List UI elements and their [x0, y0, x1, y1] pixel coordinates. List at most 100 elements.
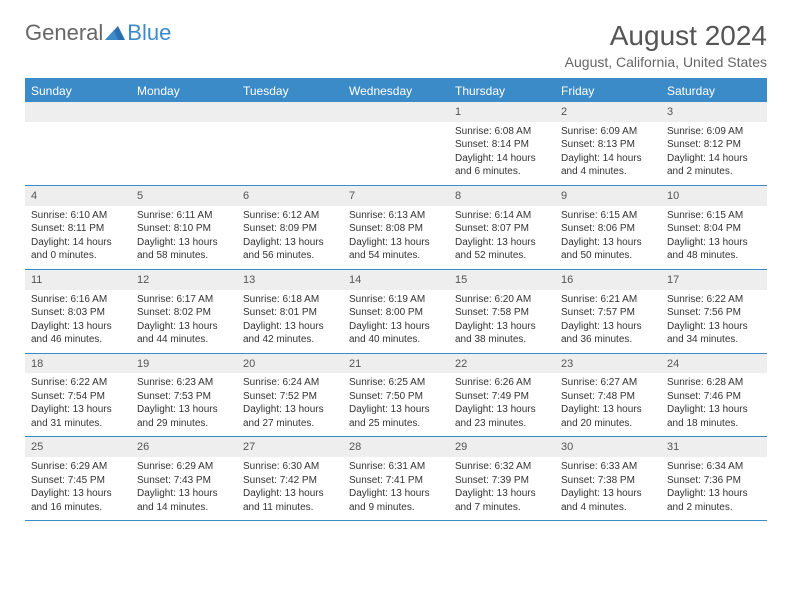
- daylight-line2: and 20 minutes.: [561, 417, 655, 431]
- day-cell: 19Sunrise: 6:23 AMSunset: 7:53 PMDayligh…: [131, 354, 237, 437]
- daylight-line1: Daylight: 13 hours: [243, 487, 337, 501]
- daylight-line1: Daylight: 13 hours: [455, 403, 549, 417]
- day-cell: 27Sunrise: 6:30 AMSunset: 7:42 PMDayligh…: [237, 437, 343, 520]
- day-cell: 13Sunrise: 6:18 AMSunset: 8:01 PMDayligh…: [237, 270, 343, 353]
- day-cell: 2Sunrise: 6:09 AMSunset: 8:13 PMDaylight…: [555, 102, 661, 185]
- day-details: Sunrise: 6:15 AMSunset: 8:04 PMDaylight:…: [661, 206, 767, 269]
- day-header: Monday: [131, 80, 237, 102]
- day-cell: 12Sunrise: 6:17 AMSunset: 8:02 PMDayligh…: [131, 270, 237, 353]
- day-details: Sunrise: 6:21 AMSunset: 7:57 PMDaylight:…: [555, 290, 661, 353]
- sunset-text: Sunset: 8:10 PM: [137, 222, 231, 236]
- day-cell: 10Sunrise: 6:15 AMSunset: 8:04 PMDayligh…: [661, 186, 767, 269]
- sunset-text: Sunset: 7:46 PM: [667, 390, 761, 404]
- sunrise-text: Sunrise: 6:21 AM: [561, 293, 655, 307]
- day-number: [25, 102, 131, 122]
- day-details: Sunrise: 6:10 AMSunset: 8:11 PMDaylight:…: [25, 206, 131, 269]
- daylight-line2: and 42 minutes.: [243, 333, 337, 347]
- week-row: 25Sunrise: 6:29 AMSunset: 7:45 PMDayligh…: [25, 437, 767, 521]
- day-number: 27: [237, 437, 343, 457]
- daylight-line2: and 40 minutes.: [349, 333, 443, 347]
- weeks-container: 1Sunrise: 6:08 AMSunset: 8:14 PMDaylight…: [25, 102, 767, 521]
- daylight-line1: Daylight: 13 hours: [349, 236, 443, 250]
- daylight-line1: Daylight: 13 hours: [31, 320, 125, 334]
- day-cell: [343, 102, 449, 185]
- day-cell: 28Sunrise: 6:31 AMSunset: 7:41 PMDayligh…: [343, 437, 449, 520]
- sunrise-text: Sunrise: 6:28 AM: [667, 376, 761, 390]
- sunrise-text: Sunrise: 6:23 AM: [137, 376, 231, 390]
- daylight-line1: Daylight: 13 hours: [31, 487, 125, 501]
- day-details: Sunrise: 6:15 AMSunset: 8:06 PMDaylight:…: [555, 206, 661, 269]
- sunset-text: Sunset: 8:13 PM: [561, 138, 655, 152]
- day-number: 8: [449, 186, 555, 206]
- daylight-line2: and 14 minutes.: [137, 501, 231, 515]
- daylight-line2: and 58 minutes.: [137, 249, 231, 263]
- day-cell: 14Sunrise: 6:19 AMSunset: 8:00 PMDayligh…: [343, 270, 449, 353]
- daylight-line2: and 11 minutes.: [243, 501, 337, 515]
- daylight-line2: and 4 minutes.: [561, 165, 655, 179]
- sunrise-text: Sunrise: 6:14 AM: [455, 209, 549, 223]
- daylight-line1: Daylight: 13 hours: [455, 487, 549, 501]
- daylight-line2: and 34 minutes.: [667, 333, 761, 347]
- daylight-line2: and 25 minutes.: [349, 417, 443, 431]
- day-cell: 25Sunrise: 6:29 AMSunset: 7:45 PMDayligh…: [25, 437, 131, 520]
- daylight-line1: Daylight: 13 hours: [561, 320, 655, 334]
- day-header: Wednesday: [343, 80, 449, 102]
- day-number: 25: [25, 437, 131, 457]
- sunset-text: Sunset: 8:03 PM: [31, 306, 125, 320]
- day-cell: 17Sunrise: 6:22 AMSunset: 7:56 PMDayligh…: [661, 270, 767, 353]
- daylight-line2: and 23 minutes.: [455, 417, 549, 431]
- daylight-line1: Daylight: 14 hours: [667, 152, 761, 166]
- day-number: 5: [131, 186, 237, 206]
- day-number: 26: [131, 437, 237, 457]
- day-details: Sunrise: 6:34 AMSunset: 7:36 PMDaylight:…: [661, 457, 767, 520]
- day-number: 23: [555, 354, 661, 374]
- sunrise-text: Sunrise: 6:08 AM: [455, 125, 549, 139]
- sunrise-text: Sunrise: 6:15 AM: [561, 209, 655, 223]
- day-cell: 1Sunrise: 6:08 AMSunset: 8:14 PMDaylight…: [449, 102, 555, 185]
- day-cell: 8Sunrise: 6:14 AMSunset: 8:07 PMDaylight…: [449, 186, 555, 269]
- sunset-text: Sunset: 7:45 PM: [31, 474, 125, 488]
- sunrise-text: Sunrise: 6:32 AM: [455, 460, 549, 474]
- daylight-line2: and 4 minutes.: [561, 501, 655, 515]
- title-block: August 2024 August, California, United S…: [565, 20, 767, 70]
- sunset-text: Sunset: 8:07 PM: [455, 222, 549, 236]
- daylight-line2: and 27 minutes.: [243, 417, 337, 431]
- day-details: Sunrise: 6:19 AMSunset: 8:00 PMDaylight:…: [343, 290, 449, 353]
- calendar: SundayMondayTuesdayWednesdayThursdayFrid…: [25, 78, 767, 521]
- day-details: Sunrise: 6:18 AMSunset: 8:01 PMDaylight:…: [237, 290, 343, 353]
- daylight-line1: Daylight: 13 hours: [455, 320, 549, 334]
- day-number: 17: [661, 270, 767, 290]
- daylight-line1: Daylight: 13 hours: [137, 320, 231, 334]
- sunrise-text: Sunrise: 6:11 AM: [137, 209, 231, 223]
- day-number: [343, 102, 449, 122]
- sunrise-text: Sunrise: 6:34 AM: [667, 460, 761, 474]
- day-cell: [131, 102, 237, 185]
- day-number: 12: [131, 270, 237, 290]
- day-header: Thursday: [449, 80, 555, 102]
- daylight-line1: Daylight: 13 hours: [561, 403, 655, 417]
- week-row: 4Sunrise: 6:10 AMSunset: 8:11 PMDaylight…: [25, 186, 767, 270]
- location-subtitle: August, California, United States: [565, 54, 767, 70]
- daylight-line2: and 44 minutes.: [137, 333, 231, 347]
- sunrise-text: Sunrise: 6:29 AM: [137, 460, 231, 474]
- header: General Blue August 2024 August, Califor…: [25, 20, 767, 70]
- day-number: 11: [25, 270, 131, 290]
- day-number: 15: [449, 270, 555, 290]
- day-details: Sunrise: 6:22 AMSunset: 7:54 PMDaylight:…: [25, 373, 131, 436]
- sunrise-text: Sunrise: 6:27 AM: [561, 376, 655, 390]
- sunrise-text: Sunrise: 6:12 AM: [243, 209, 337, 223]
- daylight-line1: Daylight: 13 hours: [667, 236, 761, 250]
- day-number: 29: [449, 437, 555, 457]
- sunrise-text: Sunrise: 6:31 AM: [349, 460, 443, 474]
- week-row: 11Sunrise: 6:16 AMSunset: 8:03 PMDayligh…: [25, 270, 767, 354]
- daylight-line2: and 50 minutes.: [561, 249, 655, 263]
- daylight-line1: Daylight: 13 hours: [349, 320, 443, 334]
- day-cell: 23Sunrise: 6:27 AMSunset: 7:48 PMDayligh…: [555, 354, 661, 437]
- sunset-text: Sunset: 8:08 PM: [349, 222, 443, 236]
- daylight-line2: and 7 minutes.: [455, 501, 549, 515]
- day-cell: 20Sunrise: 6:24 AMSunset: 7:52 PMDayligh…: [237, 354, 343, 437]
- sunset-text: Sunset: 8:09 PM: [243, 222, 337, 236]
- day-number: 19: [131, 354, 237, 374]
- sunrise-text: Sunrise: 6:19 AM: [349, 293, 443, 307]
- sunrise-text: Sunrise: 6:15 AM: [667, 209, 761, 223]
